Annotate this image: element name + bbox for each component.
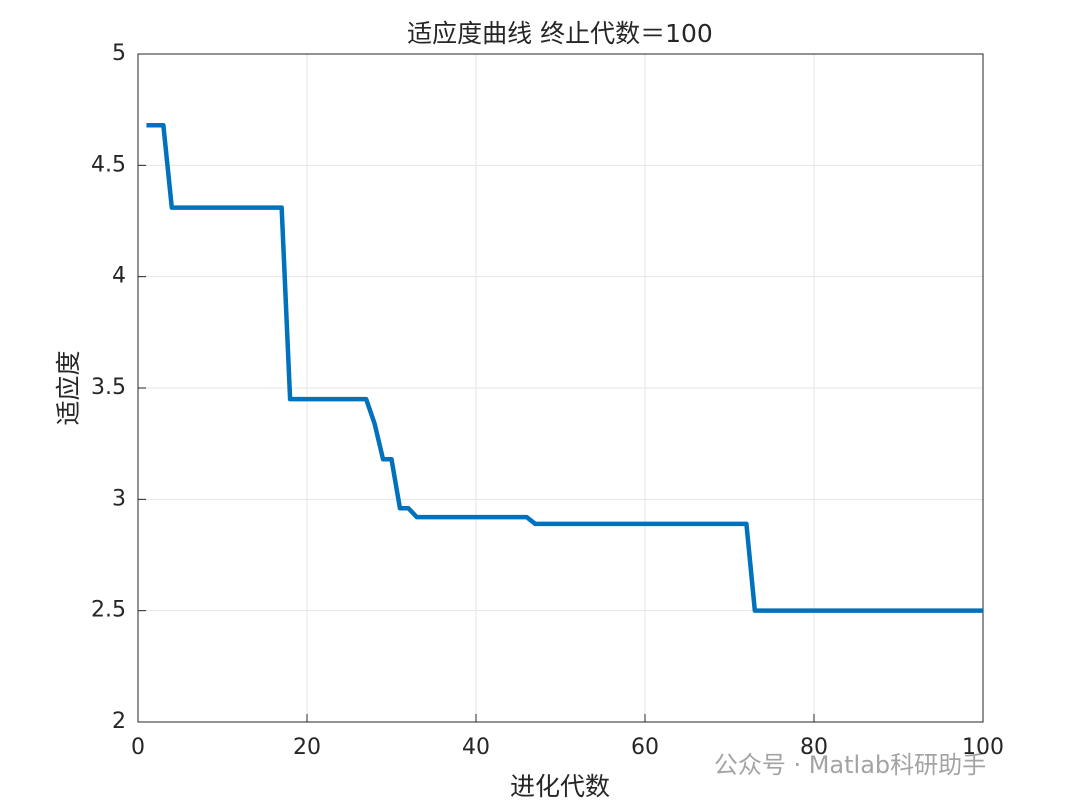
line-series — [146, 123, 983, 613]
y-tick-label: 4 — [112, 264, 126, 289]
x-tick-label: 40 — [462, 735, 490, 760]
y-tick-label: 5 — [112, 41, 126, 66]
x-tick-label: 100 — [962, 735, 1004, 760]
x-tick-label: 20 — [293, 735, 321, 760]
y-tick-label: 2 — [112, 709, 126, 734]
chart-title: 适应度曲线 终止代数＝100 — [407, 19, 713, 48]
x-tick-label: 0 — [131, 735, 145, 760]
axes-box — [137, 53, 984, 723]
x-tick-label: 80 — [800, 735, 828, 760]
y-tick-label: 3.5 — [91, 375, 126, 400]
y-tick-label: 2.5 — [91, 598, 126, 623]
watermark: 公众号 · Matlab科研助手 — [714, 751, 986, 779]
y-axis-label: 适应度 — [54, 350, 83, 425]
x-axis-label: 进化代数 — [510, 772, 610, 801]
y-tick-label: 4.5 — [91, 152, 126, 177]
x-tick-label: 60 — [631, 735, 659, 760]
y-tick-label: 3 — [112, 486, 126, 511]
